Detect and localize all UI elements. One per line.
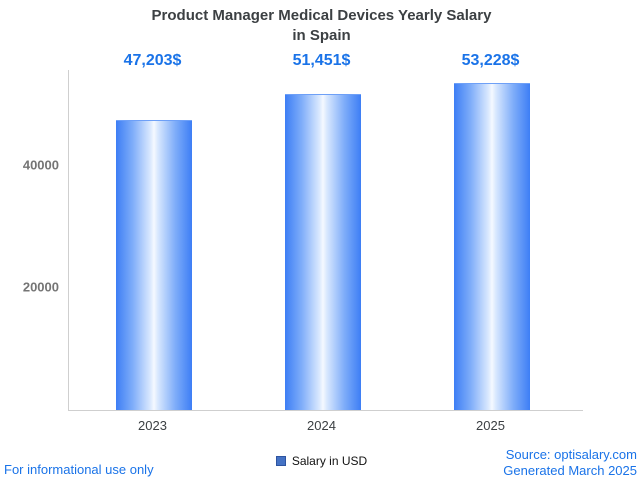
source-block: Source: optisalary.com Generated March 2…: [503, 447, 637, 480]
bar-2025: [453, 82, 530, 410]
legend-label: Salary in USD: [291, 454, 368, 468]
xlabel-2024: 2024: [307, 418, 336, 433]
x-axis-extension: [575, 410, 583, 411]
bar-value-2025: 53,228$: [461, 52, 520, 69]
ytick-40000: 40000: [22, 157, 59, 173]
bar-value-2023: 47,203$: [123, 52, 182, 69]
chart-title-line1: Product Manager Medical Devices Yearly S…: [151, 7, 492, 24]
bar-column-2024: [238, 70, 407, 410]
legend[interactable]: Salary in USD: [0, 454, 643, 468]
bar-column-2023: [69, 70, 238, 410]
plot-area: 20000 40000: [23, 70, 576, 411]
ytick-20000: 20000: [22, 279, 59, 295]
chart-title-line2: in Spain: [292, 26, 351, 44]
x-axis-labels: 2023 2024 2025: [68, 418, 575, 433]
xlabel-2023: 2023: [138, 418, 167, 433]
bar-value-labels: 47,203$ 51,451$ 53,228$: [68, 52, 575, 70]
generated-date: Generated March 2025: [503, 462, 637, 478]
legend-swatch-icon: [275, 456, 286, 466]
xlabel-2025: 2025: [476, 418, 505, 433]
source-link[interactable]: Source: optisalary.com: [505, 446, 637, 462]
disclaimer-text: For informational use only: [4, 462, 154, 477]
chart-title: Product Manager Medical Devices Yearly S…: [0, 6, 643, 45]
bars-row: [69, 70, 576, 410]
bar-value-2024: 51,451$: [292, 52, 351, 69]
bar-2024: [284, 93, 361, 410]
bar-2023: [115, 119, 192, 410]
bar-column-2025: [407, 70, 576, 410]
